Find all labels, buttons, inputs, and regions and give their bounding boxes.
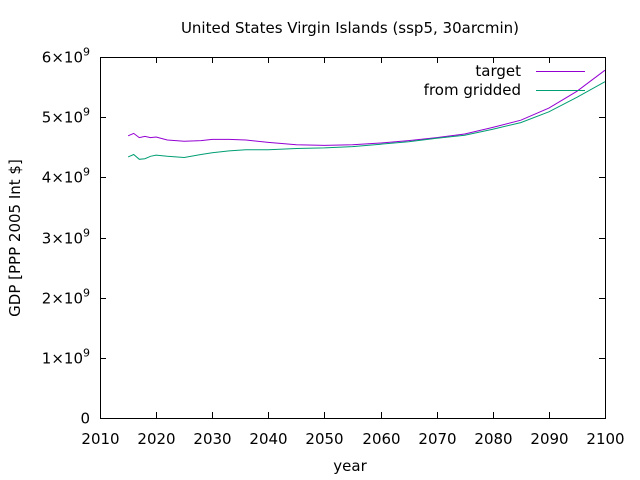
x-tick-label: 2050	[305, 430, 343, 448]
y-tick-exponent: 9	[83, 106, 90, 119]
plot-area-border	[100, 57, 606, 419]
y-tick-exponent: 9	[83, 166, 90, 179]
y-tick-label: 1×109	[42, 347, 90, 368]
y-tick-exponent: 9	[83, 287, 90, 300]
y-tick-mantissa: 4×10	[42, 169, 83, 187]
x-tick-label: 2010	[81, 430, 119, 448]
y-tick-label: 2×109	[42, 287, 90, 308]
x-tick-label: 2040	[249, 430, 287, 448]
series-group	[127, 69, 606, 160]
ticks: 2010 2020 2030 2040 2050 2060 2070 2080 2090 2100…	[42, 46, 625, 449]
y-tick-label: 4×109	[42, 166, 90, 187]
x-axis-label: year	[333, 457, 367, 475]
y-tick-mantissa: 1×10	[42, 350, 83, 368]
x-tick-label: 2060	[362, 430, 400, 448]
legend-label: from gridded	[424, 81, 521, 99]
y-tick-exponent: 9	[83, 347, 90, 360]
legend-label: target	[475, 62, 521, 80]
y-tick-exponent: 9	[83, 227, 90, 240]
y-axis-label: GDP [PPP 2005 Int $]	[6, 159, 24, 317]
y-tick-label: 6×109	[42, 46, 90, 67]
y-tick-exponent: 9	[83, 46, 90, 59]
y-tick-mantissa: 5×10	[42, 109, 83, 127]
x-tick-label: 2070	[418, 430, 456, 448]
y-tick-label: 3×109	[42, 227, 90, 248]
y-tick-mantissa: 3×10	[42, 230, 83, 248]
y-tick-mantissa: 2×10	[42, 290, 83, 308]
series-line-1	[127, 69, 606, 146]
x-tick-label: 2100	[586, 430, 624, 448]
y-tick-label: 0	[80, 410, 90, 428]
y-tick-label: 5×109	[42, 106, 90, 127]
x-tick-label: 2090	[530, 430, 568, 448]
chart-title: United States Virgin Islands (ssp5, 30ar…	[181, 19, 519, 37]
x-tick-label: 2020	[137, 430, 175, 448]
series-line-2	[127, 81, 606, 160]
x-tick-label: 2080	[474, 430, 512, 448]
y-tick-mantissa: 6×10	[42, 49, 83, 67]
x-tick-label: 2030	[193, 430, 231, 448]
